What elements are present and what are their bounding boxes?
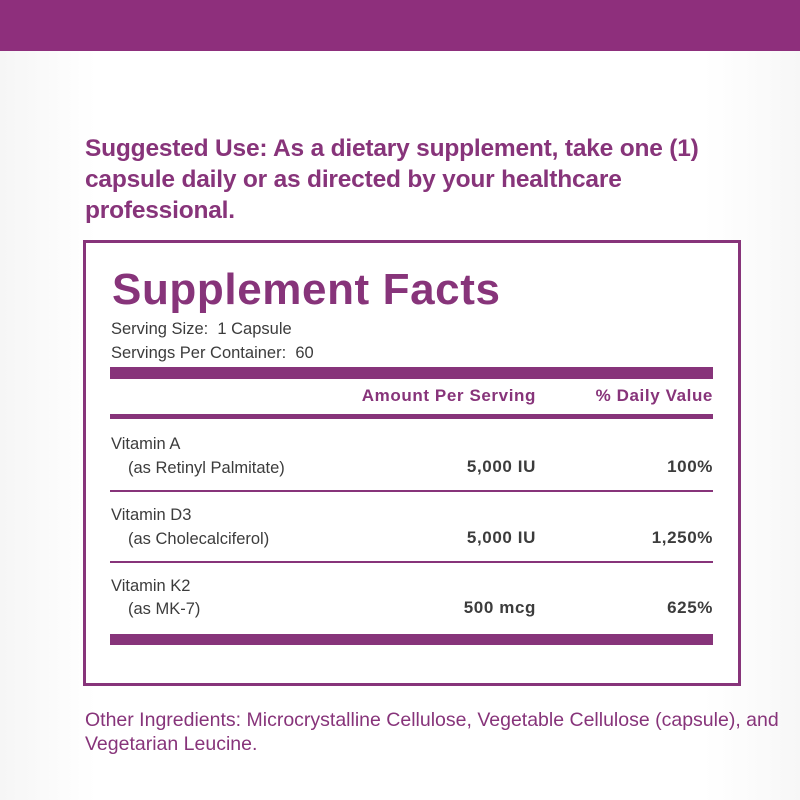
nutrient-amount: 5,000 IU [466, 457, 536, 476]
nutrient-daily-value: 1,250% [651, 528, 713, 547]
nutrient-amount: 500 mcg [463, 598, 536, 617]
thick-divider-bottom [110, 634, 713, 645]
nutrient-name: Vitamin K2 [111, 577, 191, 595]
nutrient-daily-value: 625% [667, 598, 713, 617]
nutrient-source: (as Cholecalciferol) [128, 530, 270, 548]
daily-value-header: % Daily Value [595, 386, 713, 405]
row-divider [110, 490, 713, 492]
supplement-facts-title: Supplement Facts [112, 265, 501, 314]
nutrient-daily-value: 100% [667, 457, 713, 476]
row-divider [110, 561, 713, 563]
amount-per-serving-header: Amount Per Serving [361, 386, 536, 405]
nutrient-amount: 5,000 IU [466, 528, 536, 547]
supplement-facts-panel [83, 240, 741, 686]
nutrient-source: (as MK-7) [128, 600, 201, 618]
serving-size: Serving Size: 1 Capsule [111, 320, 292, 338]
nutrient-name: Vitamin A [111, 435, 181, 453]
thick-divider-top [110, 367, 713, 379]
servings-per-container: Servings Per Container: 60 [111, 344, 314, 362]
suggested-use-text: Suggested Use: As a dietary supplement, … [85, 135, 699, 224]
nutrient-source: (as Retinyl Palmitate) [128, 459, 285, 477]
header-divider [110, 414, 713, 419]
other-ingredients-text: Other Ingredients: Microcrystalline Cell… [85, 709, 779, 755]
top-color-band [0, 0, 800, 51]
nutrient-name: Vitamin D3 [111, 506, 192, 524]
